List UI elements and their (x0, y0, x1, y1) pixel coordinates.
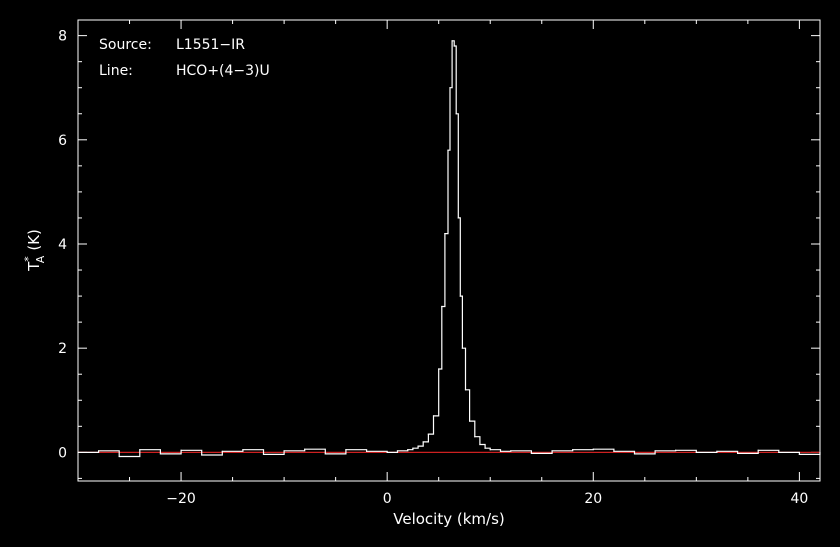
spectrum-point (736, 452, 739, 454)
spectrum-point (819, 451, 821, 453)
x-tick-label: 40 (790, 491, 808, 507)
spectrum-point (407, 449, 409, 451)
spectrum-point (798, 453, 800, 456)
spectrum-point (479, 443, 481, 446)
spectrum-point (551, 450, 553, 452)
spectrum-point (98, 450, 100, 452)
spectrum-point (484, 447, 486, 449)
line-value: HCO+(4−3)U (176, 63, 270, 79)
spectrum-point (675, 449, 677, 451)
spectrum-point (262, 453, 265, 456)
x-tick-label: 20 (584, 491, 602, 507)
spectrum-point (438, 368, 440, 370)
y-axis-label-sup: * (22, 256, 35, 262)
y-axis-label: T*A (K) (22, 229, 47, 272)
spectrum-point (716, 450, 718, 452)
spectrum-point (386, 451, 388, 453)
x-tick-label: −20 (166, 491, 196, 507)
spectrum-point (417, 445, 419, 447)
spectrum-point (572, 449, 574, 451)
source-value: L1551−IR (176, 37, 245, 53)
plot-frame (77, 19, 821, 482)
spectrum-point (499, 450, 502, 452)
spectrum-point (459, 295, 461, 297)
y-tick-label: 8 (58, 29, 67, 45)
spectrum-point (139, 449, 141, 451)
spectrum-point (464, 389, 467, 391)
spectrum-point (365, 450, 368, 452)
y-tick-label: 6 (58, 133, 67, 149)
x-axis-label: Velocity (km/s) (393, 510, 504, 528)
spectrum-point (453, 45, 455, 47)
spectrum-point (201, 454, 203, 456)
spectrum-point (159, 453, 162, 455)
spectrum-point (422, 441, 424, 443)
spectrum-point (447, 149, 449, 151)
spectrum-point (654, 450, 656, 452)
y-axis-label-sub: A (34, 255, 47, 263)
spectrum-point (455, 113, 457, 115)
spectrum-point (396, 450, 399, 452)
spectrum-point (474, 436, 476, 438)
spectrum-point (778, 451, 780, 453)
spectrum-point (444, 232, 446, 235)
x-tick-label: 0 (383, 491, 392, 507)
y-tick-label: 0 (58, 445, 67, 461)
spectrum-point (283, 450, 285, 452)
spectrum-point (592, 448, 594, 450)
y-axis-label-unit: (K) (25, 229, 43, 251)
spectrum-point (489, 449, 491, 451)
spectrum-point (345, 449, 347, 451)
labels: Source: L1551−IR Line: HCO+(4−3)U Veloci… (22, 37, 505, 528)
spectrum-point (469, 420, 471, 422)
axes: −20 0 20 40 0 2 4 6 8 (58, 19, 821, 507)
spectrum-point (180, 449, 182, 451)
spectrum-point (412, 447, 414, 449)
spectrum-point (304, 448, 306, 450)
y-tick-label: 2 (58, 341, 67, 357)
y-axis-label-base: T (25, 261, 43, 272)
spectrum-point (242, 449, 244, 451)
spectrum-point (449, 87, 451, 89)
spectrum-point (530, 452, 533, 454)
series-group (77, 40, 821, 458)
spectrum-point (77, 451, 79, 453)
spectrum-point (695, 451, 697, 453)
spectrum-point (451, 40, 453, 42)
spectrum-point (324, 453, 326, 455)
spectrum-point (118, 455, 120, 458)
spectrum-point (221, 450, 223, 452)
line-label: Line: (99, 63, 133, 79)
spectrum-point (441, 305, 443, 308)
svg-text:T*A(K): T*A (K) (22, 229, 47, 272)
spectrum-point (461, 347, 463, 349)
y-tick-label: 4 (58, 237, 67, 253)
spectrum-point (432, 415, 435, 417)
spectrum-point (427, 433, 429, 435)
spectrum-point (757, 449, 759, 451)
source-label: Source: (99, 37, 152, 53)
spectrum-point (457, 217, 459, 219)
spectrum-point (613, 450, 615, 452)
spectrum-point (633, 453, 636, 455)
spectrum-point (510, 450, 512, 452)
